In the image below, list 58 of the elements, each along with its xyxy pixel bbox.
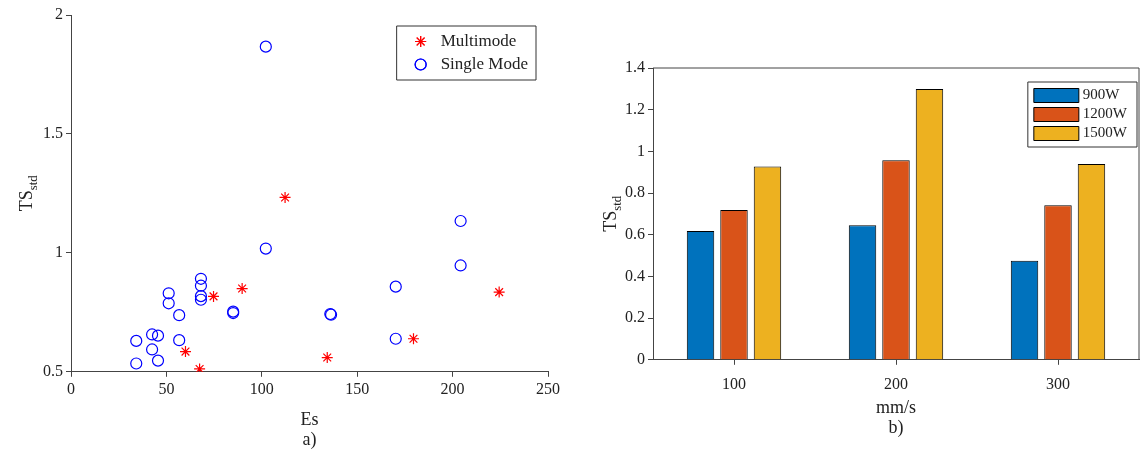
point xyxy=(194,272,208,285)
x-tick-label: 100 xyxy=(249,379,274,397)
legend-label: 900W xyxy=(1082,86,1121,103)
point xyxy=(162,297,175,310)
y-tick-label: 0.2 xyxy=(625,308,645,326)
x-tick-label: 200 xyxy=(884,374,908,392)
y-tick-label: 1.5 xyxy=(43,124,63,142)
x-tick-label: 150 xyxy=(345,379,370,397)
legend-label: 1500W xyxy=(1082,124,1128,141)
point xyxy=(173,334,186,347)
point xyxy=(236,282,249,295)
legend-label: Multimode xyxy=(440,30,517,50)
point xyxy=(259,242,272,255)
x-tick-label: 250 xyxy=(536,379,560,397)
x-tick-label: 100 xyxy=(722,374,746,392)
y-tick-label: 0.5 xyxy=(43,362,63,379)
point xyxy=(130,334,143,347)
x-tick-label: 0 xyxy=(67,379,75,397)
point xyxy=(454,214,467,228)
point xyxy=(145,328,159,341)
point xyxy=(278,191,292,204)
y-tick-label: 0 xyxy=(637,350,645,367)
x-tick-label: 50 xyxy=(158,379,175,397)
point xyxy=(179,345,192,358)
x-tick-label: 200 xyxy=(440,379,465,397)
point xyxy=(151,329,165,342)
text: a) xyxy=(302,428,317,450)
point xyxy=(162,287,175,300)
legend-label: 1200W xyxy=(1082,105,1128,122)
point xyxy=(173,309,186,322)
y-tick-label: 1.2 xyxy=(625,99,645,117)
y-tick-label: 1 xyxy=(55,243,63,261)
point xyxy=(259,40,272,53)
y-tick-label: 2 xyxy=(55,5,63,23)
point xyxy=(389,332,402,345)
point xyxy=(321,351,334,364)
y-tick-label: 0.8 xyxy=(625,183,645,201)
y-tick-label: 1.4 xyxy=(625,58,645,76)
point xyxy=(407,332,420,345)
y-tick-label: 1 xyxy=(637,141,645,159)
point xyxy=(454,259,467,272)
point xyxy=(151,354,165,367)
x-tick-label: 300 xyxy=(1046,374,1070,392)
point xyxy=(130,357,143,370)
y-tick-label: 0.4 xyxy=(625,266,645,284)
point xyxy=(493,286,506,299)
y-axis-title: TSstd xyxy=(15,174,40,212)
legend-label: Single Mode xyxy=(440,53,528,73)
x-axis-title: Es xyxy=(300,408,319,429)
point xyxy=(145,343,159,356)
y-axis-title: TSstd xyxy=(599,195,624,232)
x-axis-title: mm/s xyxy=(876,396,917,417)
point xyxy=(389,280,402,293)
point xyxy=(194,279,208,292)
point xyxy=(193,362,206,372)
y-tick-label: 0.6 xyxy=(625,224,645,242)
point xyxy=(207,290,220,303)
text: b) xyxy=(888,416,904,438)
